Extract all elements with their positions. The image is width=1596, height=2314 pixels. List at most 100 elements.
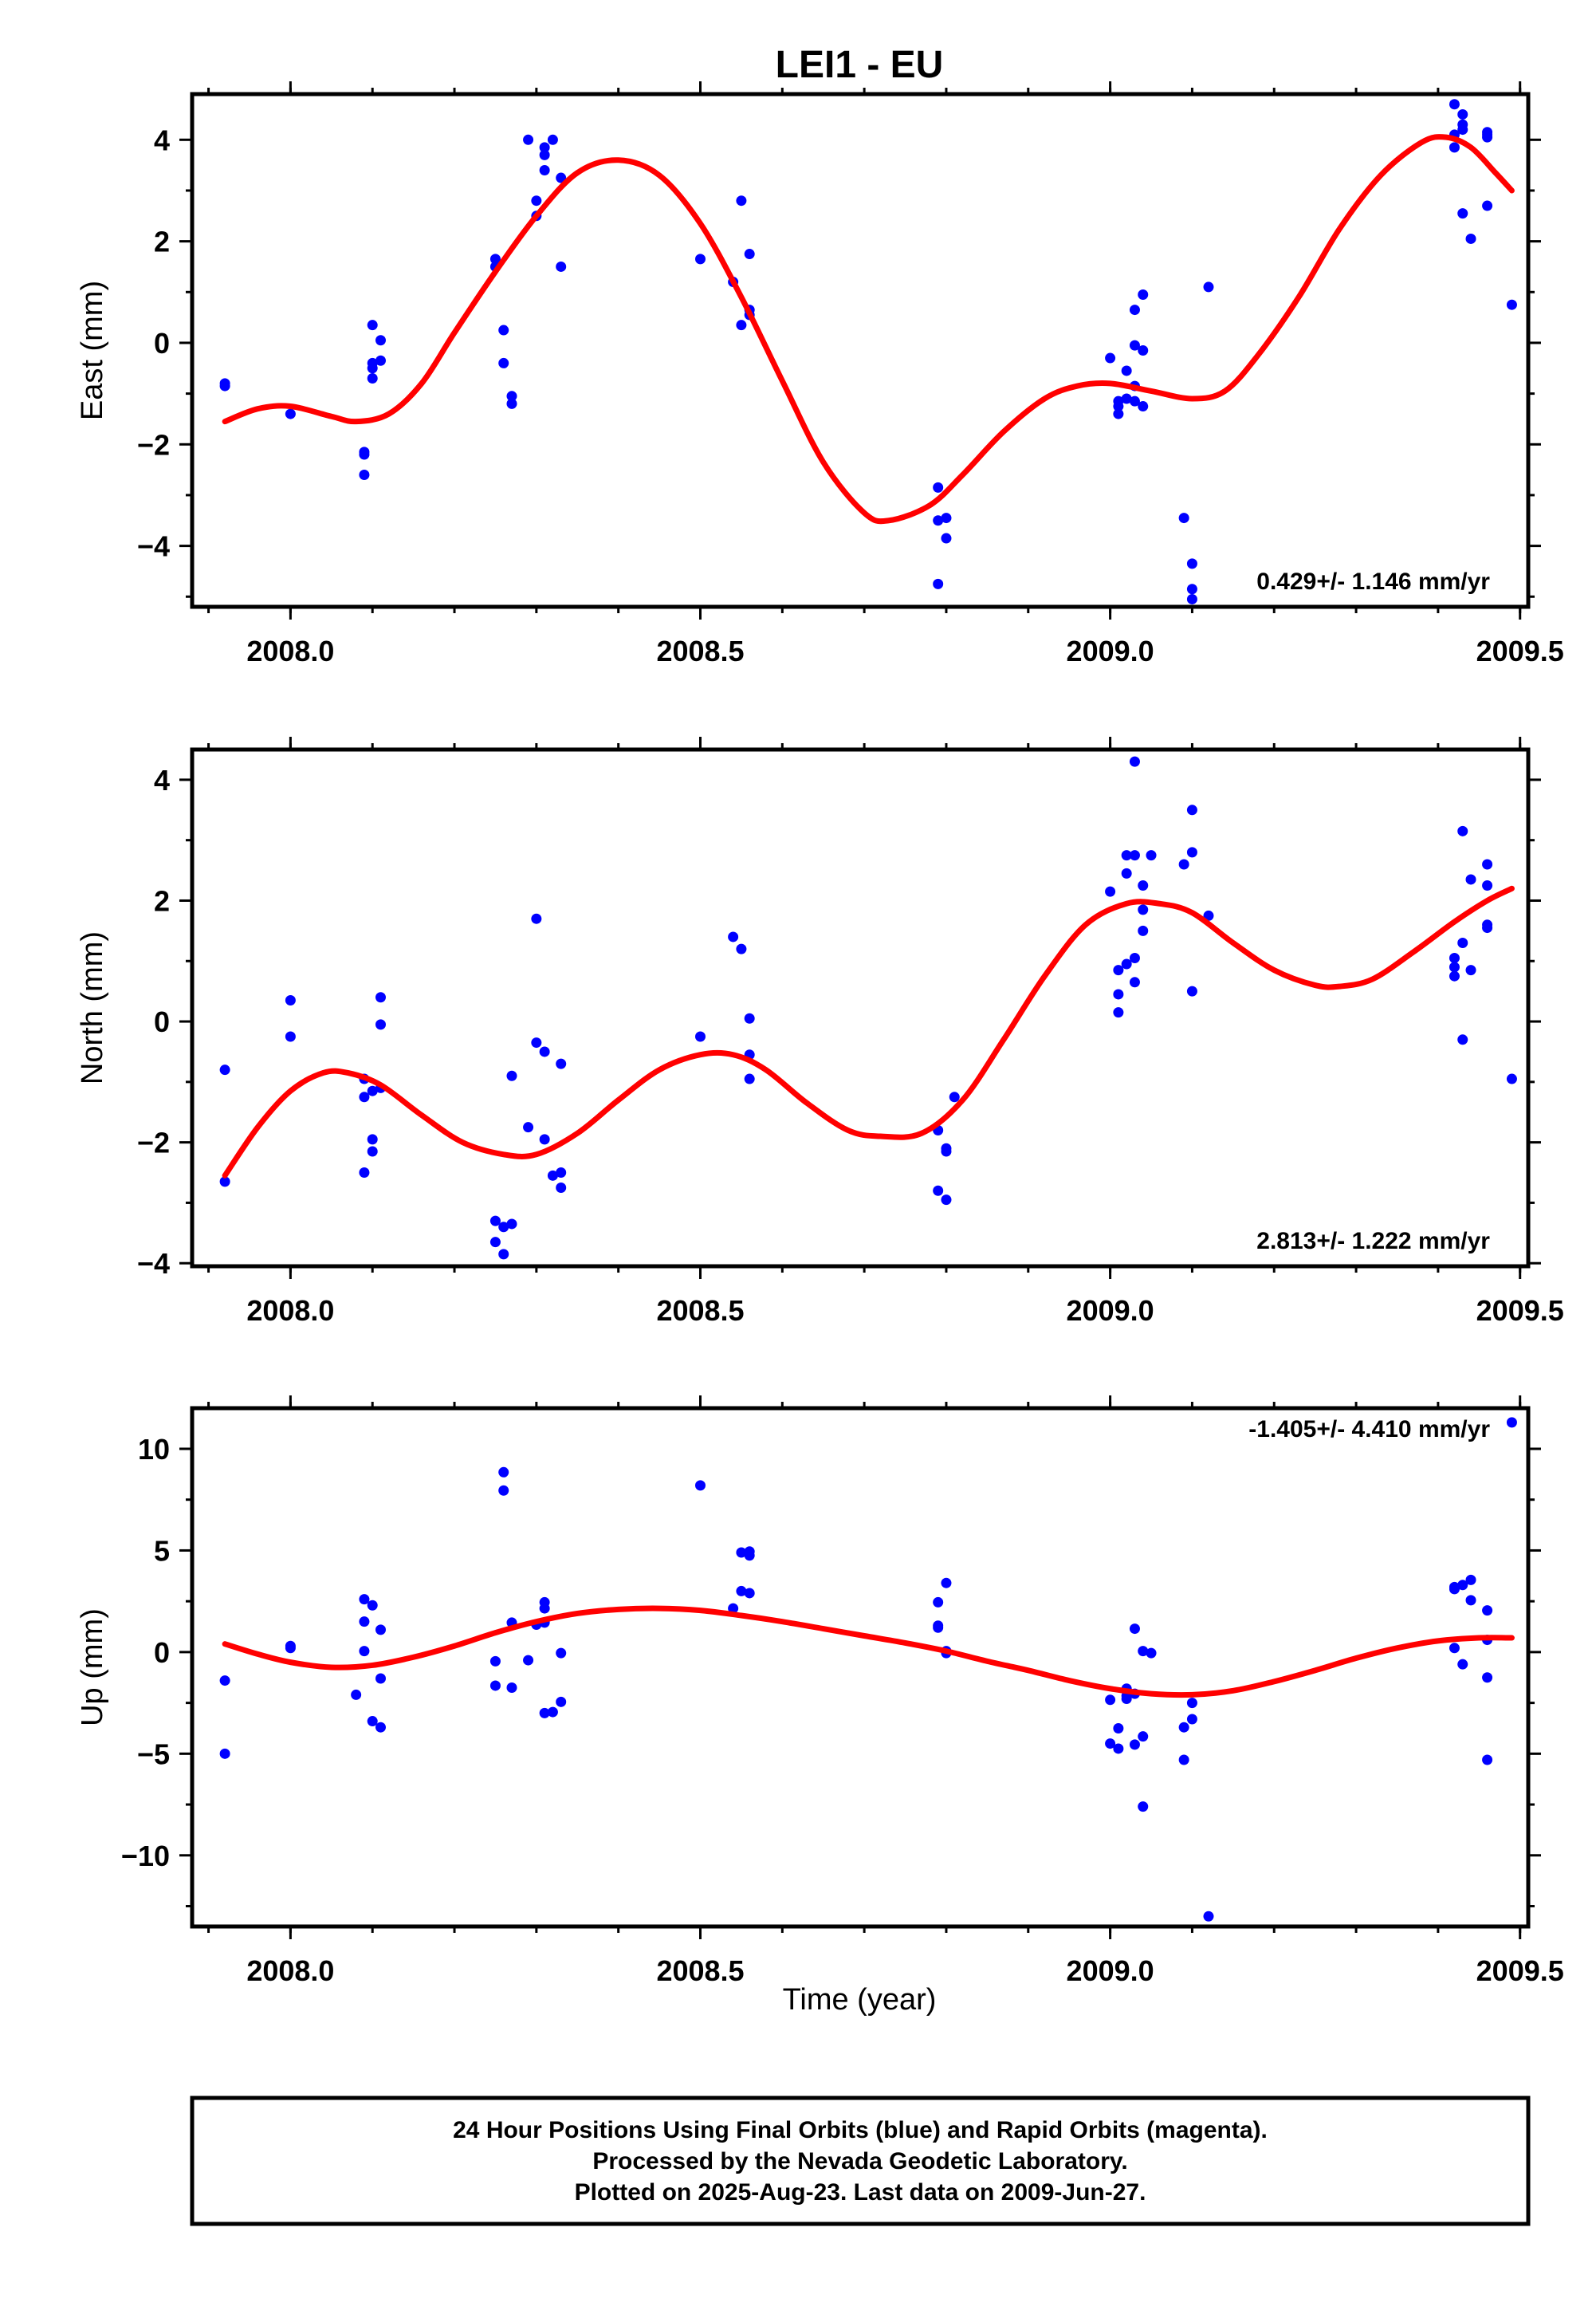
data-point <box>694 254 706 265</box>
chart-title: LEI1 - EU <box>776 44 944 86</box>
data-point <box>556 1182 567 1193</box>
data-point <box>556 172 567 183</box>
data-point <box>498 1466 509 1478</box>
data-point <box>367 1085 378 1096</box>
data-point <box>367 320 378 331</box>
data-point <box>1457 1580 1468 1591</box>
x-tick-label: 2008.5 <box>656 1294 744 1327</box>
footer-frame <box>190 2096 1531 2226</box>
data-point <box>1482 1672 1493 1683</box>
data-point <box>1121 1694 1132 1705</box>
data-point <box>367 1600 378 1611</box>
data-point <box>1113 1743 1124 1754</box>
data-point <box>1203 1911 1214 1922</box>
footer-line-3: Plotted on 2025-Aug-23. Last data on 200… <box>575 2179 1146 2206</box>
data-point <box>1121 958 1132 970</box>
y-tick-label: 4 <box>154 124 170 156</box>
data-point <box>1138 1801 1149 1812</box>
data-point <box>941 1194 952 1206</box>
data-point <box>1186 1714 1197 1725</box>
data-point <box>1465 233 1476 244</box>
y-tick-label: −5 <box>137 1737 170 1770</box>
x-axis-label: Time (year) <box>783 1983 937 2017</box>
data-point <box>1457 1659 1468 1670</box>
data-point <box>375 1722 386 1733</box>
data-point <box>556 1696 567 1707</box>
data-point <box>531 1037 542 1049</box>
data-point <box>1482 859 1493 870</box>
data-point <box>1506 299 1517 310</box>
data-point <box>498 325 509 336</box>
data-point <box>523 1655 534 1666</box>
data-point <box>1449 99 1460 110</box>
data-point <box>219 1748 230 1759</box>
data-point <box>1449 142 1460 153</box>
data-point <box>744 1013 755 1024</box>
y-tick-label: 5 <box>154 1534 170 1567</box>
data-point <box>1186 805 1197 816</box>
y-tick-label: 0 <box>154 1005 170 1038</box>
y-axis-label: Up (mm) <box>76 1608 109 1726</box>
data-point <box>489 1655 501 1667</box>
x-tick-label: 2008.0 <box>246 635 334 667</box>
data-point <box>498 1485 509 1496</box>
data-point <box>285 995 296 1006</box>
data-point <box>736 1585 747 1596</box>
data-point <box>1138 904 1149 915</box>
data-point <box>1113 401 1124 412</box>
plot-frame <box>190 1406 1531 1929</box>
data-point <box>1129 850 1140 861</box>
y-tick-label: −2 <box>137 1127 170 1159</box>
data-point <box>375 335 386 346</box>
data-point <box>359 1616 370 1627</box>
data-point <box>539 1596 550 1608</box>
data-point <box>1465 965 1476 976</box>
data-point <box>1138 345 1149 356</box>
data-point <box>1506 1417 1517 1428</box>
data-point <box>941 1577 952 1588</box>
data-point <box>933 515 944 526</box>
data-point <box>367 373 378 384</box>
data-point <box>1203 910 1214 921</box>
x-tick-label: 2009.0 <box>1067 1954 1154 1987</box>
data-point <box>539 149 550 160</box>
data-point <box>1113 965 1124 976</box>
data-point <box>375 1673 386 1684</box>
y-axis-label: North (mm) <box>76 931 109 1084</box>
data-point <box>367 1146 378 1157</box>
data-point <box>1457 208 1468 219</box>
data-point <box>1178 513 1189 524</box>
y-tick-label: −10 <box>121 1840 170 1872</box>
x-tick-label: 2009.0 <box>1067 1294 1154 1327</box>
data-point <box>1482 880 1493 891</box>
data-point <box>744 1073 755 1084</box>
data-point <box>1449 952 1460 963</box>
data-point <box>1186 558 1197 569</box>
data-point <box>375 355 386 366</box>
footer-line-2: Processed by the Nevada Geodetic Laborat… <box>592 2148 1127 2174</box>
x-tick-label: 2008.0 <box>246 1294 334 1327</box>
data-point <box>736 1547 747 1558</box>
data-point <box>489 1215 501 1226</box>
panel-up: 2008.0 2008.5 2009.0 2009.5 10 5 0 −5 −10 Up (mm)… <box>76 1395 1564 1987</box>
data-point <box>285 408 296 419</box>
data-point <box>736 943 747 954</box>
data-point <box>359 447 370 458</box>
data-point <box>359 1646 370 1657</box>
data-point <box>1113 1007 1124 1018</box>
data-point <box>744 1550 755 1561</box>
y-tick-label: −4 <box>137 1247 170 1280</box>
data-point <box>1457 1034 1468 1045</box>
fit-curve <box>222 885 1515 1179</box>
rate-annotation: -1.405+/- 4.410 mm/yr <box>1248 1416 1490 1442</box>
data-point <box>539 1707 550 1718</box>
x-tick-label: 2008.5 <box>656 635 744 667</box>
data-point <box>531 195 542 207</box>
data-point <box>1146 1647 1157 1659</box>
data-point <box>941 513 952 524</box>
data-point <box>556 261 567 272</box>
x-tick-label: 2008.5 <box>656 1954 744 1987</box>
data-point <box>367 357 378 368</box>
data-point <box>489 1237 501 1248</box>
data-point <box>375 1019 386 1030</box>
